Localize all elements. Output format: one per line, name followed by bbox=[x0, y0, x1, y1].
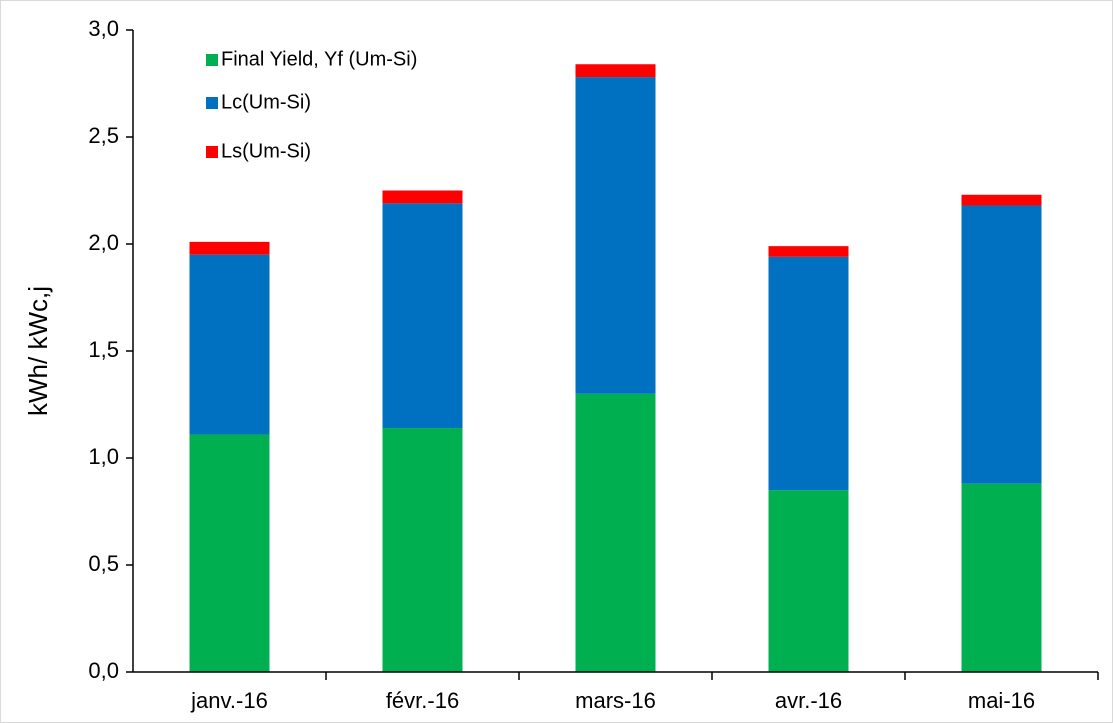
bar-segment bbox=[189, 434, 270, 672]
y-tick-label: 2,0 bbox=[88, 230, 119, 255]
y-tick-label: 0,5 bbox=[88, 551, 119, 576]
bar-segment bbox=[768, 490, 849, 672]
legend-label: Ls(Um-Si) bbox=[221, 140, 311, 162]
y-axis-label: kWh/ kWc,j bbox=[23, 286, 53, 416]
bar-segment bbox=[189, 241, 270, 255]
x-tick-label: janv.-16 bbox=[190, 688, 268, 713]
y-tick-label: 1,0 bbox=[88, 444, 119, 469]
legend-label: Lc(Um-Si) bbox=[221, 91, 311, 113]
bar-segment bbox=[382, 428, 463, 672]
bar-segment bbox=[768, 246, 849, 257]
bar-segment bbox=[382, 190, 463, 204]
bar-segment bbox=[575, 64, 656, 78]
legend-swatch bbox=[206, 97, 218, 109]
x-tick-label: avr.-16 bbox=[775, 688, 842, 713]
bar-segment bbox=[189, 254, 270, 435]
y-tick-label: 3,0 bbox=[88, 16, 119, 41]
bar-segment bbox=[768, 256, 849, 491]
x-tick-label: mars-16 bbox=[575, 688, 656, 713]
bar-segment bbox=[961, 194, 1042, 206]
x-tick-label: mai-16 bbox=[968, 688, 1035, 713]
legend-swatch bbox=[206, 146, 218, 158]
y-tick-label: 0,0 bbox=[88, 658, 119, 683]
x-tick-label: févr.-16 bbox=[386, 688, 459, 713]
y-tick-label: 1,5 bbox=[88, 337, 119, 362]
y-tick-label: 2,5 bbox=[88, 123, 119, 148]
bar-segment bbox=[961, 205, 1042, 484]
bar-segment bbox=[961, 483, 1042, 672]
bar-segment bbox=[382, 203, 463, 429]
bar-segment bbox=[575, 77, 656, 394]
legend-swatch bbox=[206, 54, 218, 66]
bar-segment bbox=[575, 393, 656, 672]
legend-label: Final Yield, Yf (Um-Si) bbox=[221, 48, 417, 70]
